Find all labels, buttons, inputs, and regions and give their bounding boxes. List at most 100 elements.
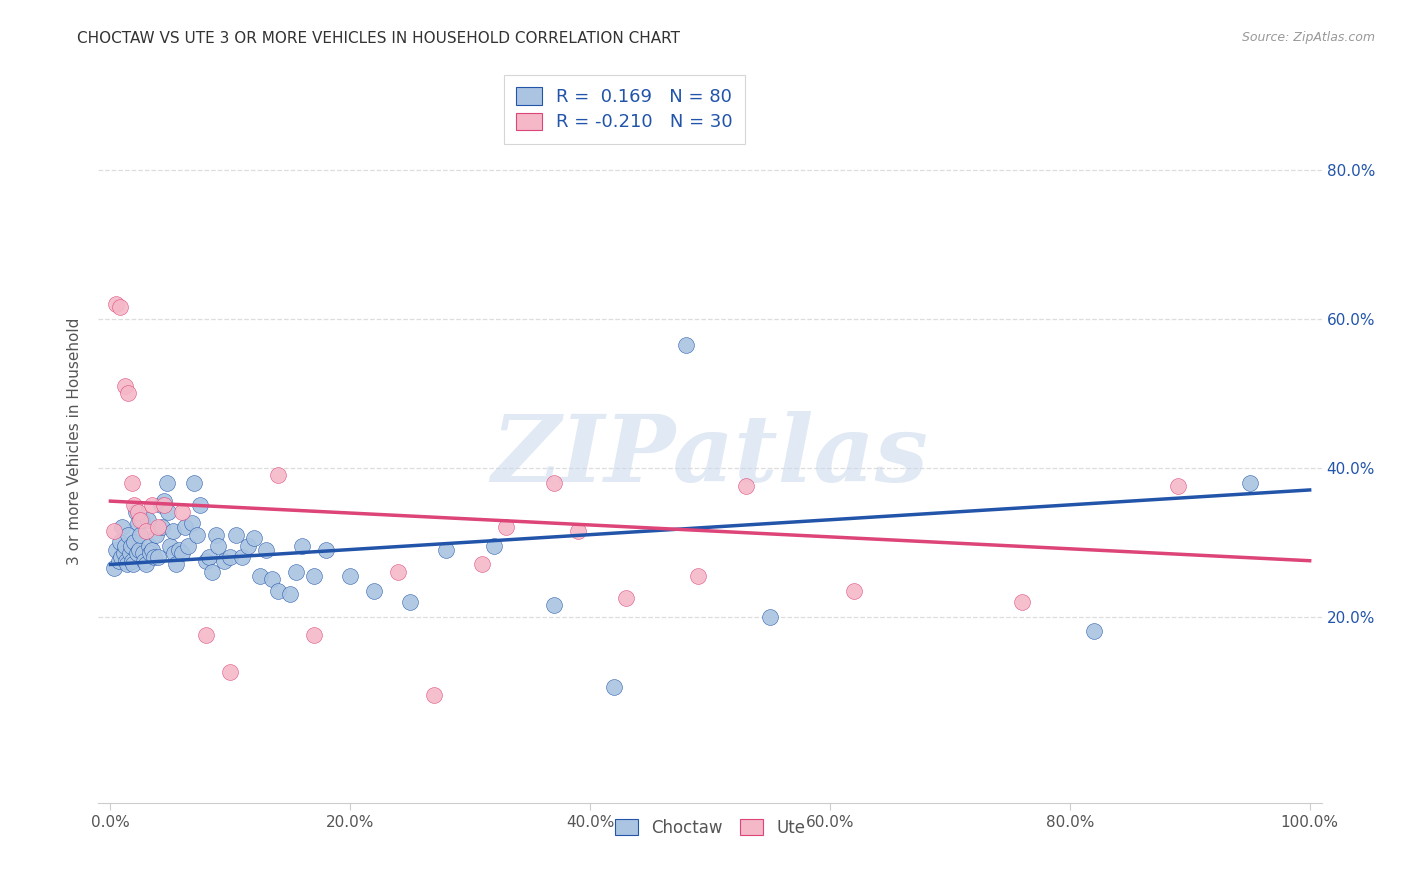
Point [177, 539, 200, 553]
Point [129, 527, 152, 541]
Text: Source: ZipAtlas.com: Source: ZipAtlas.com [1241, 31, 1375, 45]
Point [214, 554, 236, 568]
Point [842, 583, 865, 598]
Point [108, 554, 129, 568]
Point [156, 475, 179, 490]
Point [121, 554, 143, 568]
Point [122, 558, 145, 572]
Point [142, 549, 165, 564]
Point [118, 546, 141, 560]
Point [675, 337, 697, 351]
Point [132, 546, 155, 560]
Point [188, 498, 211, 512]
Point [136, 513, 159, 527]
Point [124, 498, 146, 512]
Point [1167, 479, 1189, 493]
Point [254, 542, 277, 557]
Point [735, 479, 758, 493]
Point [363, 583, 385, 598]
Point [114, 539, 136, 553]
Point [112, 546, 135, 560]
Point [495, 520, 517, 534]
Point [115, 554, 138, 568]
Point [108, 301, 131, 315]
Point [115, 558, 138, 572]
Point [759, 609, 782, 624]
Point [105, 297, 128, 311]
Point [315, 542, 337, 557]
Point [108, 535, 131, 549]
Point [150, 520, 173, 534]
Point [423, 688, 446, 702]
Point [267, 468, 290, 483]
Point [121, 475, 143, 490]
Point [471, 558, 494, 572]
Point [135, 524, 157, 538]
Point [128, 542, 150, 557]
Point [1239, 475, 1261, 490]
Point [153, 498, 176, 512]
Point [278, 587, 301, 601]
Point [127, 516, 149, 531]
Point [291, 539, 314, 553]
Point [567, 524, 589, 538]
Point [165, 558, 187, 572]
Point [267, 583, 290, 598]
Point [149, 498, 172, 512]
Point [125, 546, 148, 560]
Point [117, 386, 139, 401]
Point [195, 554, 218, 568]
Point [543, 475, 565, 490]
Point [139, 546, 162, 560]
Point [141, 542, 163, 557]
Point [1011, 595, 1033, 609]
Point [339, 568, 361, 582]
Point [181, 516, 204, 531]
Point [132, 554, 155, 568]
Legend: Choctaw, Ute: Choctaw, Ute [606, 810, 814, 845]
Point [120, 539, 142, 553]
Point [238, 539, 260, 553]
Point [262, 572, 284, 586]
Text: ZIPatlas: ZIPatlas [492, 411, 928, 501]
Point [205, 527, 228, 541]
Point [159, 539, 181, 553]
Point [399, 595, 422, 609]
Point [110, 549, 132, 564]
Point [387, 565, 409, 579]
Point [195, 628, 218, 642]
Point [434, 542, 457, 557]
Point [148, 520, 170, 534]
Y-axis label: 3 or more Vehicles in Household: 3 or more Vehicles in Household [67, 318, 83, 566]
Point [138, 539, 160, 553]
Point [219, 549, 242, 564]
Point [186, 527, 208, 541]
Point [543, 599, 565, 613]
Point [111, 520, 134, 534]
Point [131, 513, 153, 527]
Point [124, 505, 146, 519]
Point [167, 542, 190, 557]
Point [197, 549, 219, 564]
Point [231, 549, 253, 564]
Point [304, 628, 326, 642]
Point [225, 527, 247, 541]
Point [603, 681, 626, 695]
Point [127, 505, 149, 519]
Point [249, 568, 271, 582]
Point [201, 565, 224, 579]
Point [207, 539, 229, 553]
Point [172, 546, 194, 560]
Point [114, 378, 136, 392]
Point [103, 524, 125, 538]
Point [304, 568, 326, 582]
Point [162, 524, 184, 538]
Point [1083, 624, 1105, 639]
Point [103, 561, 125, 575]
Point [148, 549, 170, 564]
Point [105, 542, 128, 557]
Point [135, 558, 157, 572]
Point [172, 505, 194, 519]
Point [243, 532, 266, 546]
Point [156, 505, 179, 519]
